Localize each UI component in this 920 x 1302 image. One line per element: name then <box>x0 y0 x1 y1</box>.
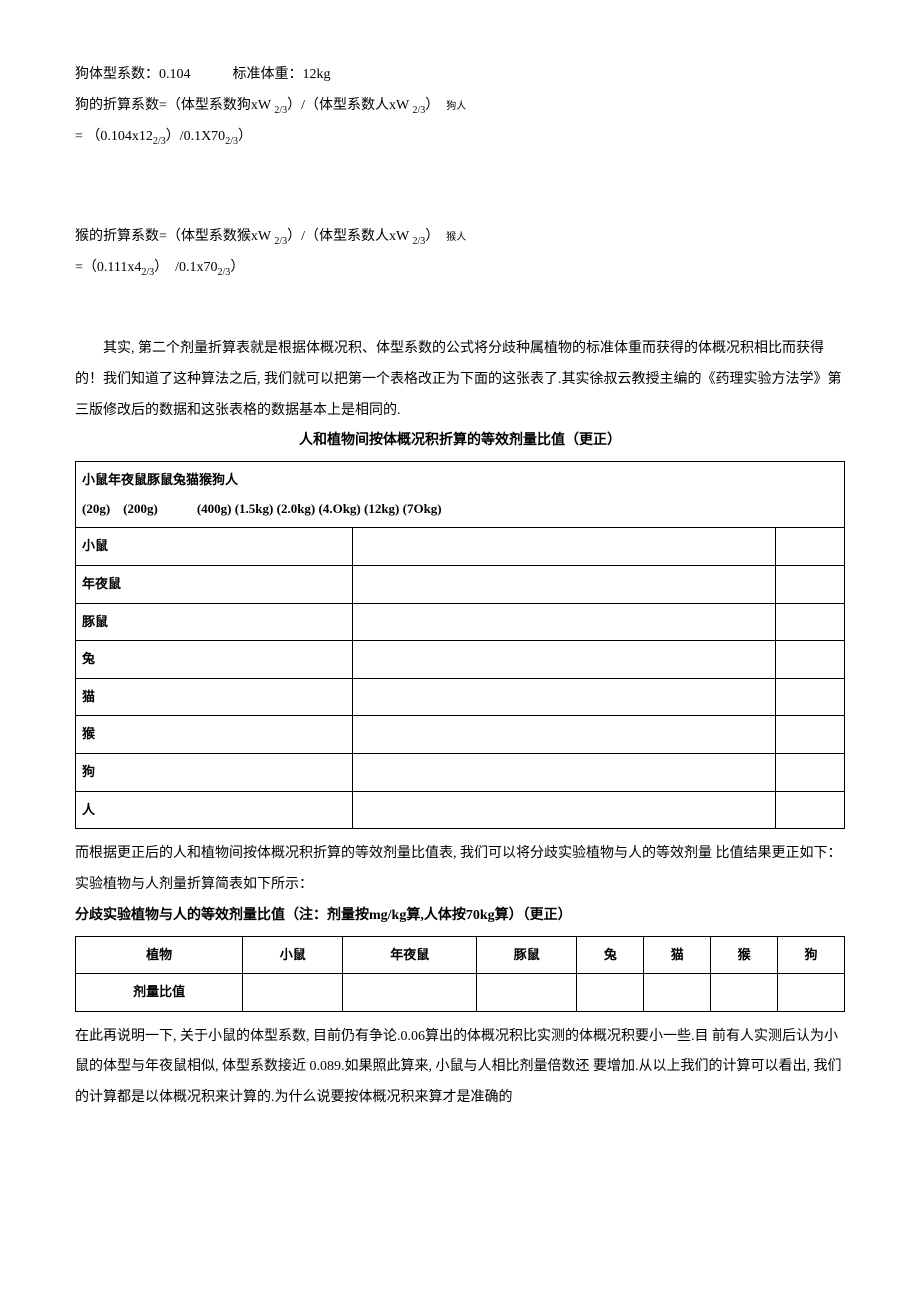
text-line: 狗的折算系数=（体型系数狗xW 2/3）/（体型系数人xW 2/3） 狗人 <box>75 91 845 122</box>
table-header-row: 小鼠年夜鼠豚鼠兔猫猴狗人 <box>82 466 838 495</box>
table-header-row: (20g) (200g) (400g) (1.5kg) (2.0kg) (4.O… <box>82 495 838 524</box>
table-row: 狗 <box>76 753 845 791</box>
paragraph: 在此再说明一下, 关于小鼠的体型系数, 目前仍有争论.0.06算出的体概况积比实… <box>75 1022 845 1114</box>
table-title: 分歧实验植物与人的等效剂量比值（注：剂量按mg/kg算,人体按70kg算）（更正… <box>75 901 845 932</box>
table-row: 兔 <box>76 641 845 679</box>
table-row: 猫 <box>76 678 845 716</box>
paragraph: 而根据更正后的人和植物间按体概况积折算的等效剂量比值表, 我们可以将分歧实验植物… <box>75 839 845 870</box>
table-dose-ratio: 植物小鼠年夜鼠豚鼠 兔猫猴狗 剂量比值 <box>75 936 845 1012</box>
table-row: 植物小鼠年夜鼠豚鼠 兔猫猴狗 <box>76 936 845 974</box>
table-surface-area: 小鼠年夜鼠豚鼠兔猫猴狗人 (20g) (200g) (400g) (1.5kg)… <box>75 461 845 829</box>
text-line: = （0.104x122/3）/0.1X702/3） <box>75 122 845 153</box>
text-line: 狗体型系数：0.104 标准体重：12kg <box>75 60 845 91</box>
table-row: 猴 <box>76 716 845 754</box>
table-row: 小鼠 <box>76 528 845 566</box>
text-line: 猴的折算系数=（体型系数猴xW 2/3）/（体型系数人xW 2/3） 猴人 <box>75 222 845 253</box>
paragraph: 实验植物与人剂量折算简表如下所示： <box>75 870 845 901</box>
table-row: 年夜鼠 <box>76 565 845 603</box>
table-row: 人 <box>76 791 845 829</box>
paragraph: 其实, 第二个剂量折算表就是根据体概况积、体型系数的公式将分歧种属植物的标准体重… <box>75 334 845 426</box>
table-row: 豚鼠 <box>76 603 845 641</box>
text-line: =（0.111x42/3） /0.1x702/3） <box>75 253 845 284</box>
table-title: 人和植物间按体概况积折算的等效剂量比值（更正） <box>75 426 845 457</box>
table-row: 剂量比值 <box>76 974 845 1012</box>
